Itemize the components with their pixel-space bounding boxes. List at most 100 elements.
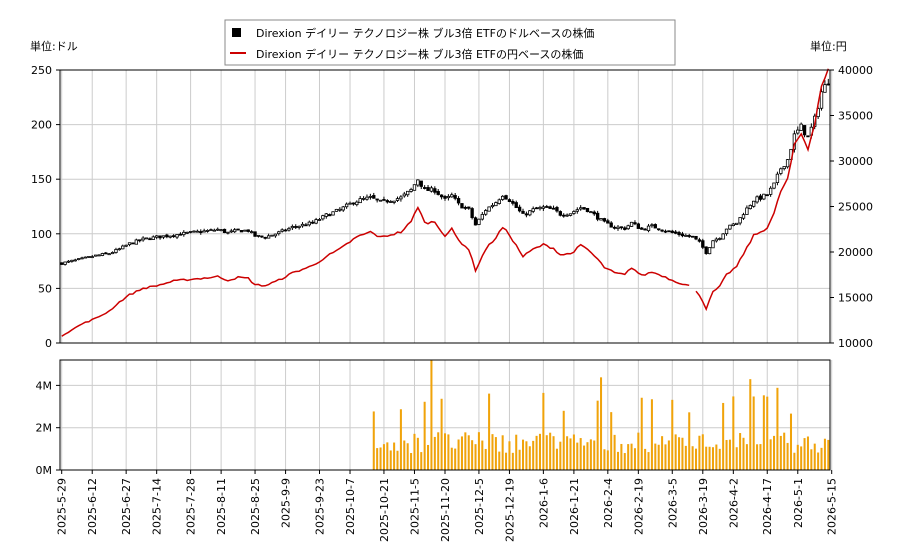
candle-body: [338, 208, 342, 211]
candle-body: [690, 235, 695, 238]
volume-bar: [705, 446, 708, 470]
x-tick-label: 2025-8-25: [249, 478, 262, 535]
volume-bar: [627, 444, 630, 470]
candle-body: [779, 168, 783, 174]
volume-bar: [630, 443, 633, 470]
legend-jpy-label: Direxion デイリー テクノロジー株 ブル3倍 ETFの円ベースの株価: [256, 47, 583, 61]
volume-bar: [443, 433, 447, 470]
candle-body: [416, 179, 420, 186]
volume-bar: [671, 399, 674, 470]
candle-body: [643, 228, 647, 231]
candle-body: [775, 173, 780, 183]
candle-body: [490, 204, 495, 208]
candle-body: [382, 199, 386, 201]
volume-bar: [515, 434, 518, 470]
candle-body: [185, 231, 189, 234]
candle-body: [83, 256, 88, 259]
candle-body: [450, 194, 454, 198]
volume-bar: [657, 444, 660, 470]
volume-bar: [769, 439, 772, 470]
volume-bar: [484, 448, 487, 470]
candle-body: [331, 211, 335, 216]
candle-body: [311, 221, 315, 224]
volume-bar: [379, 447, 382, 470]
usd-candles: [60, 78, 830, 266]
volume-bar: [430, 360, 433, 470]
x-tick-label: 2025-9-23: [313, 478, 326, 535]
candle-body: [772, 182, 776, 189]
candle-body: [477, 218, 481, 225]
candle-body: [616, 226, 620, 229]
candle-body: [216, 228, 220, 231]
volume-bar: [800, 446, 803, 470]
candle-body: [572, 211, 576, 214]
volume-bar: [457, 439, 460, 470]
candle-body: [660, 229, 664, 232]
volume-bar: [423, 401, 426, 470]
volume-bar: [715, 444, 718, 470]
candle-body: [171, 235, 176, 238]
candle-body: [714, 238, 719, 242]
x-tick-label: 2025-12-5: [473, 478, 486, 535]
legend-usd-swatch: [232, 28, 241, 37]
candle-body: [721, 233, 725, 240]
candle-body: [378, 199, 383, 202]
left-tick-label: 0: [45, 337, 52, 350]
candle-body: [321, 215, 325, 220]
candle-body: [497, 199, 501, 204]
candle-body: [735, 222, 739, 225]
volume-bar: [681, 437, 684, 470]
volume-bar: [555, 448, 558, 470]
candle-body: [494, 202, 498, 207]
candle-body: [463, 206, 468, 209]
x-tick-label: 2026-5-1: [792, 478, 805, 528]
candle-body: [195, 230, 200, 233]
jpy-line: [61, 68, 830, 337]
candle-body: [562, 214, 566, 217]
volume-bar: [494, 437, 497, 470]
candle-body: [531, 208, 535, 212]
volume-bar: [823, 438, 826, 470]
candle-body: [182, 231, 186, 236]
volume-bar: [559, 441, 562, 470]
candle-body: [87, 256, 91, 258]
candle-body: [823, 84, 827, 93]
candle-body: [188, 231, 193, 233]
left-axis-label: 単位:ドル: [30, 39, 78, 53]
candle-body: [168, 235, 172, 238]
candle-body: [334, 208, 339, 212]
candle-body: [606, 220, 610, 224]
candle-body: [351, 202, 356, 205]
candle-body: [443, 196, 447, 199]
candle-body: [229, 230, 233, 233]
candle-body: [97, 254, 101, 257]
volume-bar: [528, 446, 531, 470]
volume-bar: [806, 436, 809, 470]
volume-bar: [718, 448, 721, 470]
candle-body: [392, 200, 396, 203]
right-tick-label: 10000: [838, 337, 873, 350]
candle-body: [528, 210, 532, 216]
candle-body: [697, 239, 702, 242]
candle-body: [134, 239, 138, 245]
candle-body: [409, 189, 413, 192]
candle-body: [341, 206, 345, 211]
candle-body: [209, 229, 213, 232]
candle-body: [724, 228, 729, 235]
candle-body: [453, 195, 457, 199]
candle-body: [165, 234, 169, 238]
candle-body: [124, 244, 128, 247]
volume-bar: [722, 402, 725, 470]
candle-body: [219, 229, 223, 232]
volume-bar: [701, 434, 704, 470]
candle-body: [565, 214, 569, 217]
x-tick-label: 2026-3-5: [666, 478, 679, 528]
candle-body: [504, 195, 508, 200]
candle-body: [348, 202, 352, 205]
candle-body: [517, 206, 522, 212]
candle-body: [456, 198, 461, 204]
candle-body: [110, 252, 115, 255]
volume-bar: [789, 413, 793, 470]
right-tick-label: 30000: [838, 155, 873, 168]
